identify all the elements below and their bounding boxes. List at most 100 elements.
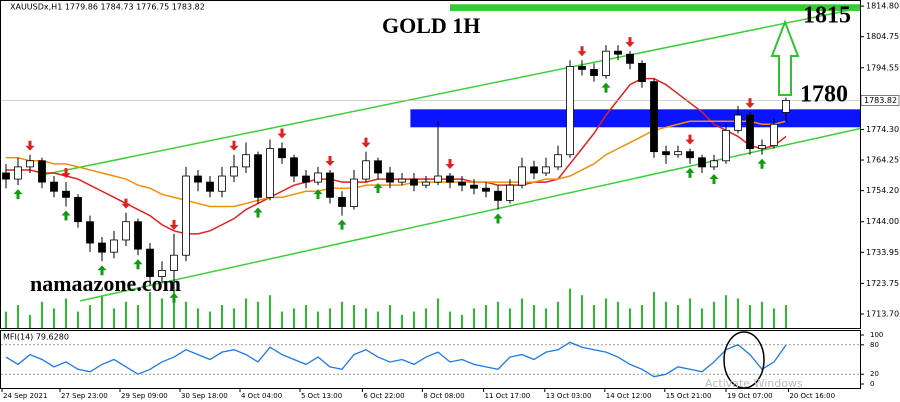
volume-bar <box>437 298 439 328</box>
candle-body <box>182 175 190 256</box>
chart-title: GOLD 1H <box>382 13 480 38</box>
sell-arrow <box>25 140 35 151</box>
volume-bar <box>245 298 247 328</box>
volume-bar <box>341 301 343 328</box>
volume-bar <box>593 305 595 328</box>
y-tick-label: 1764.25 <box>866 156 899 165</box>
volume-bar <box>257 301 259 328</box>
sell-arrow <box>361 137 371 148</box>
candle-body <box>194 175 202 183</box>
candle-body <box>266 148 274 198</box>
volume-bar <box>329 308 331 328</box>
candle-body <box>554 154 562 168</box>
candle-body <box>230 166 238 177</box>
volume-bar <box>53 308 55 328</box>
volume-bar <box>389 305 391 328</box>
candle-body <box>62 190 70 198</box>
volume-bar <box>113 308 115 328</box>
x-tick-label: 6 Oct 22:00 <box>363 392 404 400</box>
indicator-tick-label: 80 <box>870 341 879 349</box>
sell-arrow <box>277 128 287 139</box>
x-tick-label: 13 Oct 03:00 <box>546 392 592 400</box>
price-zone <box>410 109 860 128</box>
candle-body <box>746 114 754 150</box>
main-panel-frame <box>0 0 861 329</box>
candle-body <box>686 151 694 159</box>
sell-arrow <box>577 46 587 57</box>
x-tick-label: 27 Sep 23:00 <box>61 392 108 400</box>
buy-arrow <box>61 210 71 221</box>
y-tick-label: 1804.75 <box>866 32 899 41</box>
candle-body <box>650 81 658 153</box>
symbol-header: XAUUSDx,H1 1779.86 1784.73 1776.75 1783.… <box>10 3 205 12</box>
candle-body <box>482 187 490 192</box>
volume-bar <box>77 311 79 328</box>
buy-arrow <box>97 265 107 276</box>
volume-bar <box>545 308 547 328</box>
volume-bar <box>89 305 91 328</box>
volume-bar <box>773 308 775 328</box>
volume-bar <box>197 308 199 328</box>
candle-body <box>698 157 706 168</box>
indicator-tick-label: 100 <box>870 331 883 339</box>
volume-bar <box>413 311 415 328</box>
volume-bar <box>581 295 583 328</box>
candle-body <box>398 178 406 183</box>
volume-bar <box>677 305 679 328</box>
buy-arrow <box>313 189 323 200</box>
volume-bar <box>65 298 67 328</box>
candle-body <box>662 151 670 156</box>
candle-body <box>38 160 46 183</box>
y-tick-label: 1814.80 <box>866 2 899 11</box>
volume-bar <box>653 291 655 328</box>
candle-body <box>446 175 454 183</box>
candle-body <box>2 172 10 180</box>
x-tick-label: 19 Oct 07:00 <box>727 392 773 400</box>
volume-bar <box>221 305 223 328</box>
candle-body <box>242 154 250 168</box>
candle-body <box>434 175 442 183</box>
candle-body <box>602 50 610 76</box>
buy-arrow <box>133 259 143 270</box>
candle-body <box>254 154 262 198</box>
candle-body <box>590 69 598 76</box>
candle-body <box>638 62 646 83</box>
volume-bar <box>449 311 451 328</box>
buy-arrow <box>685 167 695 178</box>
candle-body <box>314 172 322 183</box>
annotation-1815: 1815 <box>803 3 851 29</box>
candle-body <box>362 160 370 180</box>
candle-body <box>614 50 622 55</box>
trendline <box>79 127 861 302</box>
volume-bar <box>305 305 307 328</box>
x-tick-label: 30 Sep 18:00 <box>181 392 228 400</box>
candle-body <box>278 148 286 159</box>
volume-bar <box>209 311 211 328</box>
volume-bar <box>29 314 31 328</box>
volume-bar <box>629 308 631 328</box>
candle-body <box>218 175 226 192</box>
candle-body <box>506 184 514 201</box>
x-tick-label: 20 Oct 16:00 <box>789 392 835 400</box>
volume-bar <box>269 295 271 328</box>
price-zone <box>450 4 860 11</box>
buy-arrow <box>13 189 23 200</box>
candle-body <box>158 270 166 277</box>
volume-bar <box>353 305 355 328</box>
buy-arrow <box>757 158 767 169</box>
sell-arrow <box>121 198 131 209</box>
candle-body <box>134 221 142 250</box>
candle-body <box>758 145 766 150</box>
volume-bar <box>173 288 175 328</box>
annotation-1780: 1780 <box>800 82 848 108</box>
candle-body <box>50 181 58 192</box>
volume-bar <box>485 305 487 328</box>
volume-bar <box>641 305 643 328</box>
sell-arrow <box>685 134 695 145</box>
y-tick-label: 1774.30 <box>866 125 899 134</box>
volume-bar <box>401 314 403 328</box>
candle-body <box>170 254 178 271</box>
candle-body <box>530 166 538 174</box>
candle-body <box>206 181 214 192</box>
